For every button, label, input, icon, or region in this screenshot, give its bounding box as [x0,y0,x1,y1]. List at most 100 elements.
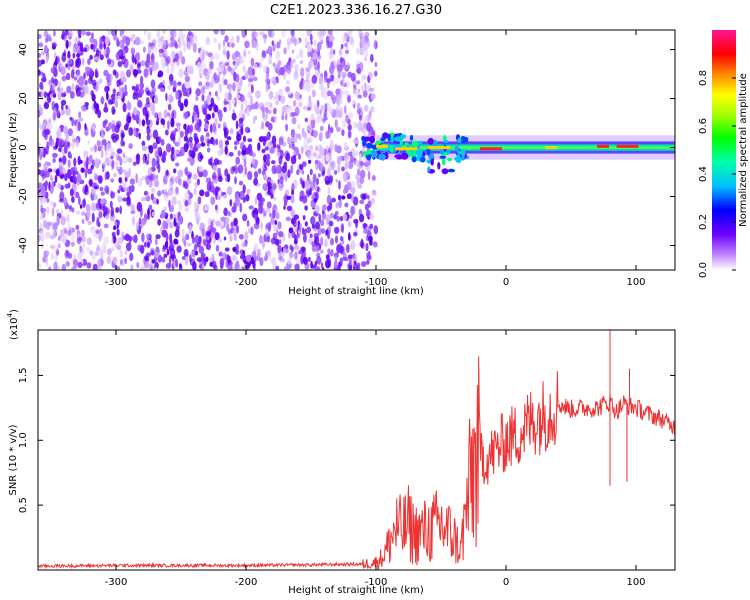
speckle-mark [91,212,95,223]
band-hot-segment [395,147,418,151]
speckle-mark [152,172,156,182]
speckle-mark [272,209,276,219]
speckle-mark [357,168,361,177]
speckle-mark [93,194,98,201]
speckle-mark [361,74,364,83]
speckle-mark [82,243,86,248]
speckle-mark [78,75,85,86]
band-blotch [399,140,403,145]
speckle-mark [327,90,332,97]
speckle-mark [367,194,370,200]
speckle-mark [122,141,126,147]
speckle-mark [112,69,117,76]
speckle-mark [81,211,86,216]
speckle-mark [281,105,287,114]
speckle-mark [350,240,356,251]
speckle-mark [77,236,83,242]
speckle-mark [140,244,145,254]
speckle-mark [230,166,235,175]
speckle-mark [127,102,132,111]
speckle-mark [310,118,316,127]
speckle-mark [142,106,148,115]
speckle-mark [193,105,198,112]
speckle-mark [208,104,213,112]
speckle-mark [146,134,151,141]
speckle-mark [191,115,195,124]
speckle-mark [368,72,373,79]
speckle-mark [193,113,198,122]
speckle-mark [292,151,297,155]
speckle-mark [162,150,167,157]
speckle-mark [38,119,41,129]
speckle-mark [133,127,137,137]
speckle-mark [293,252,299,261]
speckle-mark [304,180,310,191]
speckle-mark [261,121,265,130]
speckle-mark [187,64,191,74]
speckle-mark [79,204,83,209]
speckle-mark [110,237,114,245]
speckle-mark [234,145,238,150]
speckle-mark [81,218,85,224]
speckle-mark [175,176,181,184]
speckle-mark [284,113,288,121]
speckle-mark [318,76,323,85]
speckle-mark [371,175,376,181]
speckle-mark [186,40,191,51]
speckle-mark [285,172,288,182]
speckle-mark [115,100,118,108]
speckle-mark [279,176,284,185]
speckle-mark [215,204,218,211]
speckle-mark [269,77,274,82]
speckle-mark [192,236,195,244]
speckle-mark [128,143,133,150]
speckle-mark [170,68,174,74]
speckle-mark [60,209,64,216]
speckle-mark [116,40,120,47]
speckle-mark [290,209,296,218]
speckle-mark [38,234,41,242]
speckle-mark [269,90,274,100]
speckle-mark [209,55,215,61]
band-blotch [377,140,382,144]
speckle-mark [297,123,301,130]
snr-x-ticks: -300 -200 -100 0 100 [105,330,646,588]
speckle-mark [293,239,298,245]
speckle-mark [184,75,191,83]
speckle-mark [220,220,225,227]
speckle-mark [338,198,342,209]
band-blotch [456,134,461,138]
speckle-mark [356,80,361,85]
speckle-mark [340,236,344,242]
speckle-mark [322,91,328,100]
x-tick-label: -100 [365,277,388,288]
speckle-mark [43,91,48,98]
speckle-mark [198,81,203,87]
band-blotch [362,151,370,156]
speckle-mark [71,196,75,203]
x-tick-label: -300 [105,277,128,288]
speckle-mark [65,132,69,142]
speckle-mark [184,207,189,212]
speckle-mark [247,138,253,143]
speckle-mark [126,200,132,207]
speckle-mark [162,79,165,86]
speckle-mark [91,32,94,39]
speckle-mark [236,35,240,43]
speckle-mark [110,190,113,199]
speckle-mark [147,167,152,176]
speckle-mark [326,103,331,111]
speckle-mark [315,107,320,115]
speckle-mark [266,78,271,86]
speckle-mark [335,178,339,183]
speckle-mark [104,172,108,181]
speckle-mark [306,30,311,37]
speckle-mark [58,147,62,152]
speckle-mark [272,62,276,67]
speckle-mark [152,142,158,150]
speckle-mark [93,100,97,109]
speckle-mark [215,220,221,227]
speckle-mark [205,51,209,56]
speckle-mark [239,202,242,213]
speckle-mark [242,213,248,222]
